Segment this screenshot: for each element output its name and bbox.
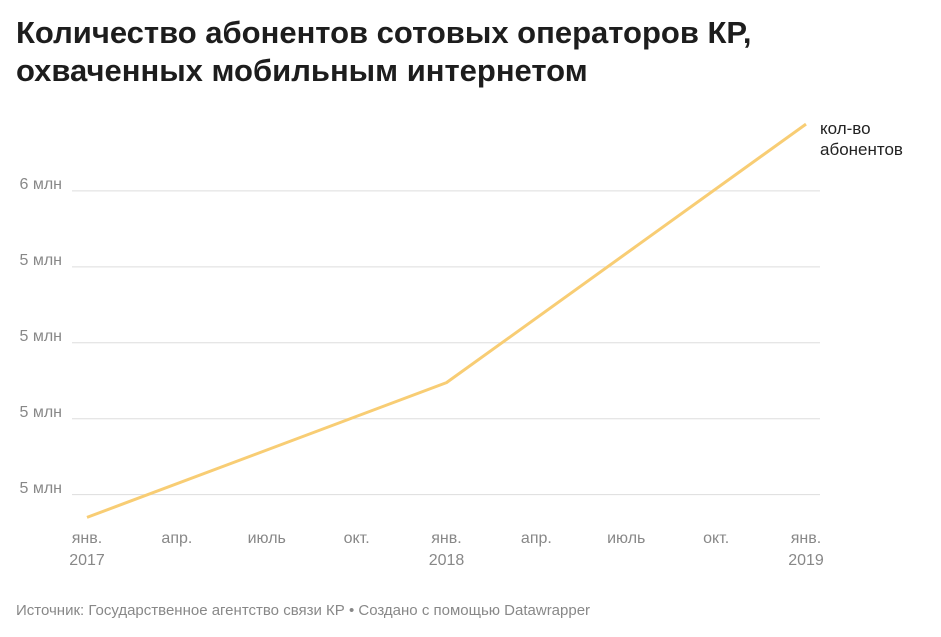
- x-tick-label: окт.: [344, 530, 370, 547]
- y-tick-label: 5 млн: [19, 404, 62, 421]
- y-tick-label: 5 млн: [19, 252, 62, 269]
- x-tick-label: июль: [607, 530, 645, 547]
- x-tick-label: апр.: [521, 530, 552, 547]
- x-tick-label: 2017: [69, 552, 105, 569]
- x-tick-label: 2018: [429, 552, 465, 569]
- series-label: кол-во абонентов: [820, 119, 903, 159]
- line: [86, 122, 807, 519]
- x-tick-label: янв.: [431, 530, 461, 547]
- chart-title: Количество абонентов сотовых операторов …: [16, 15, 752, 88]
- source: Источник: Государственное агентство связ…: [16, 602, 591, 619]
- x-tick-label: янв.: [791, 530, 821, 547]
- x-tick-label: июль: [248, 530, 286, 547]
- x-tick-label: янв.: [72, 530, 102, 547]
- x-tick-label: окт.: [703, 530, 729, 547]
- y-tick-label: 6 млн: [19, 176, 62, 193]
- y-tick-label: 5 млн: [19, 328, 62, 345]
- y-tick-label: 5 млн: [19, 480, 62, 497]
- x-tick-label: апр.: [161, 530, 192, 547]
- x-tick-label: 2019: [788, 552, 824, 569]
